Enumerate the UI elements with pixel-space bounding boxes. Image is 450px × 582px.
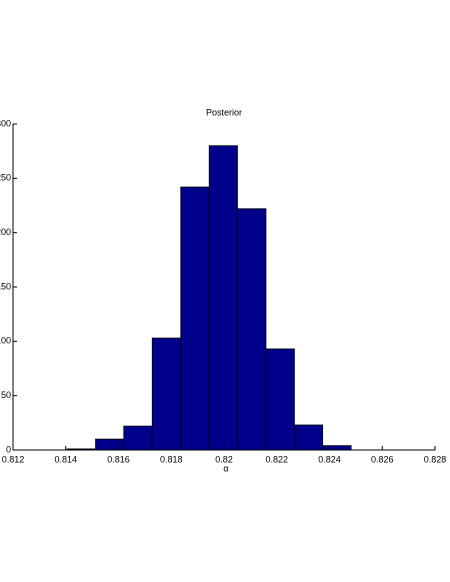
y-tick-label: 50	[1, 390, 11, 400]
x-axis-label: α	[223, 463, 228, 473]
x-tick-label: 0.826	[371, 454, 394, 464]
y-tick-label: 200	[0, 227, 11, 237]
bar	[265, 348, 295, 451]
chart-title: Posterior	[206, 107, 242, 117]
y-tick-label: 150	[0, 281, 11, 291]
x-tick-label: 0.824	[318, 454, 341, 464]
bar	[237, 208, 267, 451]
x-tick-label: 0.812	[2, 454, 25, 464]
bar	[180, 186, 210, 451]
bar	[151, 337, 182, 451]
y-tick-label: 300	[0, 118, 11, 128]
bar	[123, 425, 153, 451]
x-tick-label: 0.814	[54, 454, 77, 464]
x-tick-label: 0.822	[265, 454, 288, 464]
x-tick-label: 0.816	[107, 454, 130, 464]
x-tick-label: 0.82	[215, 454, 233, 464]
y-tick-label: 250	[0, 173, 11, 183]
x-tick-label: 0.818	[160, 454, 183, 464]
y-tick-label: 0	[6, 444, 11, 454]
bar	[294, 424, 324, 451]
bar	[95, 438, 125, 451]
x-tick-label: 0.828	[424, 454, 447, 464]
bar	[208, 145, 238, 451]
bar	[322, 445, 352, 451]
y-tick-label: 100	[0, 336, 11, 346]
